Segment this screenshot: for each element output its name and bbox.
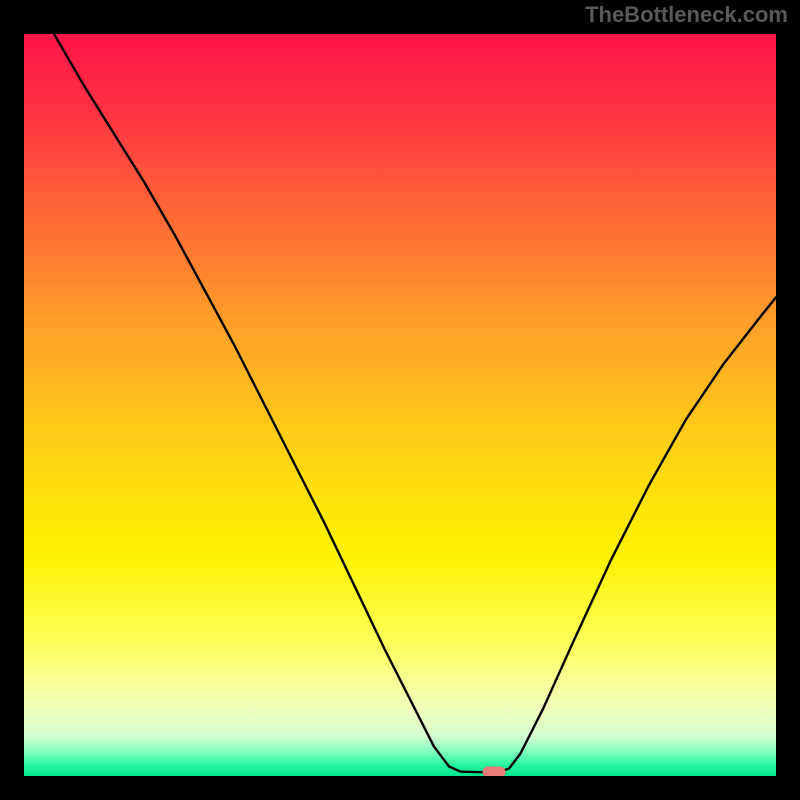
plot-area: [24, 34, 776, 776]
curve-path: [54, 34, 776, 772]
plot-frame: [18, 28, 782, 782]
optimum-marker: [483, 767, 506, 776]
watermark-text: TheBottleneck.com: [585, 2, 788, 28]
bottleneck-curve: [24, 34, 776, 776]
